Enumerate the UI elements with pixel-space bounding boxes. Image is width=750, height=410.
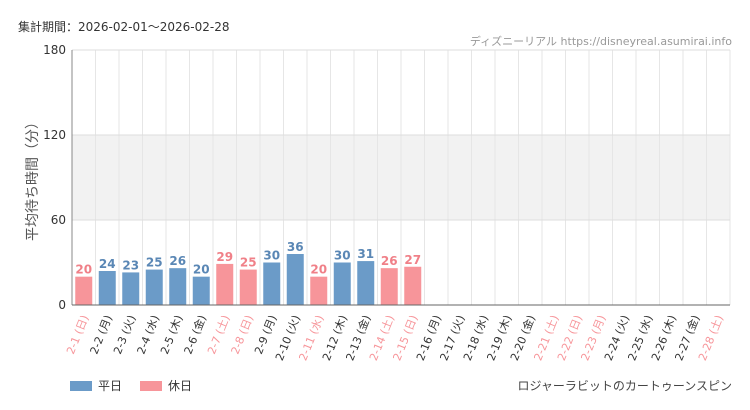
bar (192, 276, 210, 305)
y-axis-label: 平均待ち時間（分） (25, 115, 41, 241)
bar (98, 271, 116, 305)
bar (310, 276, 328, 305)
bars (75, 254, 422, 305)
data-label: 36 (287, 240, 304, 254)
data-label: 20 (310, 263, 327, 277)
bar (239, 269, 257, 305)
source-credit: ディズニーリアル https://disneyreal.asumirai.inf… (469, 35, 732, 48)
bar (216, 263, 234, 305)
legend: 平日 休日 (70, 377, 192, 394)
bar (75, 276, 93, 305)
y-tick-label: 120 (43, 128, 66, 142)
bar (263, 262, 281, 305)
data-label: 25 (146, 256, 163, 270)
data-label: 25 (240, 256, 257, 270)
bar (404, 266, 422, 305)
grid-lines (71, 49, 731, 306)
bar (122, 272, 140, 305)
y-tick-label: 180 (43, 43, 66, 57)
legend-item-weekday: 平日 (70, 377, 122, 394)
ride-name: ロジャーラビットのカートゥーンスピン (517, 379, 732, 393)
bar (380, 268, 398, 305)
data-label: 29 (216, 250, 233, 264)
bar (357, 261, 375, 305)
bar (169, 268, 187, 305)
legend-label-holiday: 休日 (168, 379, 193, 393)
data-label: 30 (263, 249, 280, 263)
data-label: 30 (334, 249, 351, 263)
data-label: 20 (75, 263, 92, 277)
bar (286, 254, 304, 305)
data-label: 24 (99, 257, 116, 271)
legend-label-weekday: 平日 (98, 379, 123, 393)
legend-swatch-holiday (140, 380, 163, 391)
data-label: 26 (381, 254, 398, 268)
data-label: 27 (404, 253, 421, 267)
data-label: 23 (122, 258, 139, 272)
data-label: 20 (193, 263, 210, 277)
legend-item-holiday: 休日 (140, 377, 192, 394)
data-label: 26 (169, 254, 186, 268)
y-tick-label: 0 (58, 298, 66, 312)
value-labels: 20 24 23 25 26 20 29 25 30 36 20 30 31 26 27 (75, 240, 421, 277)
data-label: 31 (357, 247, 374, 261)
bar (145, 269, 163, 305)
y-tick-label: 60 (51, 213, 66, 227)
legend-swatch-weekday (70, 380, 92, 391)
period-label: 集計期間：2026-02-01〜2026-02-28 (18, 20, 230, 34)
bar (333, 262, 351, 305)
